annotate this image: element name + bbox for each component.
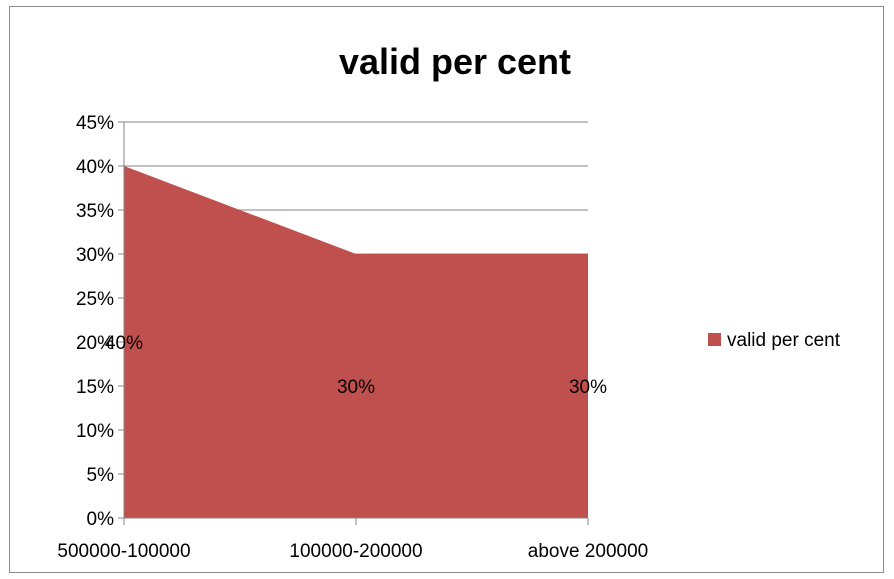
y-tick-label: 20%	[76, 333, 114, 354]
x-axis-tick-labels: 500000-100000 100000-200000 above 200000	[57, 541, 648, 562]
y-tick-label: 10%	[76, 421, 114, 442]
y-tick-label: 35%	[76, 201, 114, 222]
x-tick-label: 500000-100000	[57, 541, 190, 562]
legend: valid per cent	[708, 330, 841, 351]
y-tick-label: 5%	[87, 465, 115, 486]
legend-label: valid per cent	[727, 330, 841, 351]
y-tick-label: 0%	[87, 509, 115, 530]
series-area	[124, 166, 588, 518]
y-tick-label: 30%	[76, 245, 114, 266]
data-label: 40%	[105, 333, 143, 354]
y-axis-tick-labels: 0% 5% 10% 15% 20% 25% 30% 35% 40% 45%	[76, 113, 114, 530]
legend-swatch	[708, 333, 721, 346]
data-label: 30%	[569, 377, 607, 398]
chart-title: valid per cent	[339, 41, 571, 82]
y-tick-label: 15%	[76, 377, 114, 398]
data-label: 30%	[337, 377, 375, 398]
x-tick-label: 100000-200000	[289, 541, 422, 562]
axes	[118, 121, 589, 525]
y-tick-label: 25%	[76, 289, 114, 310]
y-tick-label: 40%	[76, 157, 114, 178]
x-tick-label: above 200000	[528, 541, 648, 562]
area-fill	[124, 166, 588, 518]
y-tick-label: 45%	[76, 113, 114, 134]
data-labels: 40% 30% 30%	[105, 333, 607, 398]
